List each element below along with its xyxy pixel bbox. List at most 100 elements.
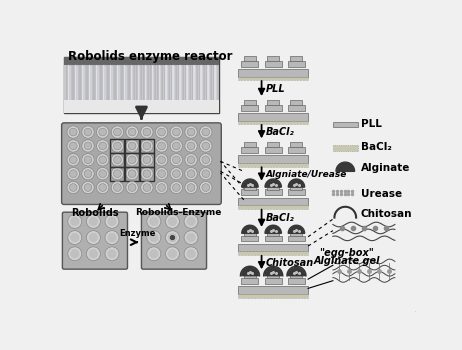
Circle shape [140,140,153,152]
Bar [88,65,92,107]
Circle shape [68,215,82,228]
Circle shape [82,140,94,152]
Circle shape [185,140,197,152]
Text: "egg-box": "egg-box" [319,247,374,258]
Circle shape [128,184,136,191]
Circle shape [97,154,109,166]
Polygon shape [242,179,258,187]
Bar [288,189,305,195]
Circle shape [70,249,79,258]
Circle shape [126,154,138,166]
Bar [164,65,170,107]
Bar [291,184,303,190]
Circle shape [82,126,94,138]
Bar [110,167,124,181]
Circle shape [86,215,100,228]
Bar [186,65,188,107]
Bar [172,65,174,107]
Circle shape [186,217,196,226]
Circle shape [128,142,136,150]
Circle shape [111,181,124,194]
Circle shape [143,170,151,177]
Bar [201,65,202,107]
Circle shape [168,233,177,242]
Circle shape [187,184,195,191]
Bar [75,65,76,107]
Bar [145,65,146,107]
Circle shape [84,142,92,150]
Circle shape [185,181,197,194]
Bar [165,65,167,107]
Circle shape [200,140,212,152]
Bar [267,142,279,147]
Circle shape [186,249,196,258]
Circle shape [185,126,197,138]
Circle shape [184,231,198,245]
Circle shape [202,184,210,191]
Circle shape [69,184,77,191]
Bar [291,142,303,147]
Circle shape [147,215,161,228]
Bar [238,155,308,163]
Circle shape [143,156,151,164]
Bar [179,65,181,107]
Bar [193,65,197,107]
Bar [242,147,258,153]
Bar [291,56,303,61]
Bar [242,189,258,195]
Text: BaCl₂: BaCl₂ [361,142,392,153]
Polygon shape [288,267,304,276]
Circle shape [202,128,210,136]
Text: Robolids enzyme reactor: Robolids enzyme reactor [68,50,233,63]
Bar [238,251,308,255]
Circle shape [99,156,107,164]
Bar [238,294,308,298]
Bar [267,184,279,190]
Circle shape [158,128,165,136]
Circle shape [114,156,122,164]
Circle shape [69,170,77,177]
Bar [238,205,308,209]
Bar [74,65,79,107]
Circle shape [105,247,119,261]
Bar [288,61,305,66]
Bar [238,163,308,167]
Bar [238,77,308,81]
Text: BaCl₂: BaCl₂ [266,127,294,137]
Bar [158,65,160,107]
Circle shape [186,233,196,242]
Circle shape [114,142,122,150]
Bar [81,65,85,107]
Bar [103,65,104,107]
Text: Robolids-Enzyme: Robolids-Enzyme [135,208,221,217]
Text: BaCl₂: BaCl₂ [266,214,294,223]
Circle shape [143,184,151,191]
Circle shape [170,140,182,152]
Circle shape [107,217,116,226]
Bar [109,65,111,107]
Circle shape [200,154,212,166]
FancyBboxPatch shape [56,41,417,313]
Circle shape [155,126,168,138]
Bar [116,65,121,107]
Bar [288,147,305,153]
Bar [158,65,162,107]
Bar [109,65,114,107]
Polygon shape [242,225,258,233]
Circle shape [99,184,107,191]
Bar [265,61,282,66]
Bar [267,231,279,236]
Circle shape [170,236,174,239]
Bar [291,273,303,278]
Bar [288,236,305,241]
Bar [265,147,282,153]
Circle shape [67,181,79,194]
Circle shape [84,128,92,136]
Bar [288,278,305,284]
Circle shape [202,170,210,177]
Circle shape [126,126,138,138]
Circle shape [114,184,122,191]
Bar [200,65,204,107]
Circle shape [155,140,168,152]
Bar [207,65,211,107]
